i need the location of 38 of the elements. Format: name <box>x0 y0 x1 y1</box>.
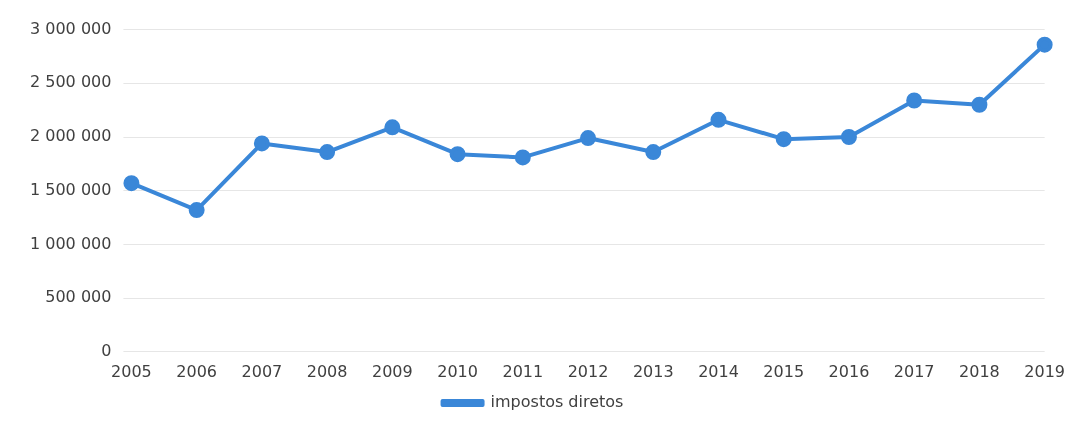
point <box>253 135 270 152</box>
point <box>319 144 336 161</box>
y-tick-label: 3 000 000 <box>29 18 112 38</box>
point <box>645 144 662 161</box>
y-tick-label: 2 000 000 <box>29 126 112 146</box>
x-tick-label: 2011 <box>502 361 544 381</box>
x-tick-label: 2019 <box>1024 361 1065 381</box>
point <box>384 119 401 136</box>
y-tick-label: 2 500 000 <box>29 72 112 92</box>
point <box>1036 36 1053 53</box>
x-tick-label: 2013 <box>632 361 674 381</box>
x-tick-label: 2016 <box>828 361 870 381</box>
point <box>188 202 205 219</box>
point <box>840 129 857 145</box>
legend-label: impostos diretos <box>490 392 624 412</box>
point <box>449 146 466 163</box>
x-tick-label: 2007 <box>241 361 283 381</box>
x-tick-label: 2010 <box>437 361 478 381</box>
y-tick-label: 1 000 000 <box>29 233 112 253</box>
x-tick-label: 2009 <box>371 361 413 381</box>
x-tick-label: 2015 <box>763 361 805 381</box>
x-tick-label: 2006 <box>176 361 218 381</box>
y-tick-label: 1 500 000 <box>29 179 112 199</box>
point <box>123 175 140 192</box>
point <box>514 149 531 166</box>
x-tick-label: 2005 <box>111 361 152 381</box>
point <box>710 111 727 128</box>
x-tick-label: 2012 <box>567 361 609 381</box>
point <box>971 96 988 113</box>
x-tick-label: 2008 <box>306 361 348 381</box>
point <box>775 131 792 148</box>
y-tick-label: 0 <box>101 340 112 360</box>
x-tick-label: 2014 <box>698 361 739 381</box>
y-tick-label: 500 000 <box>45 287 112 307</box>
x-tick-label: 2018 <box>959 361 1000 381</box>
point <box>580 130 597 147</box>
x-tick-label: 2017 <box>893 361 935 381</box>
point <box>906 92 923 109</box>
